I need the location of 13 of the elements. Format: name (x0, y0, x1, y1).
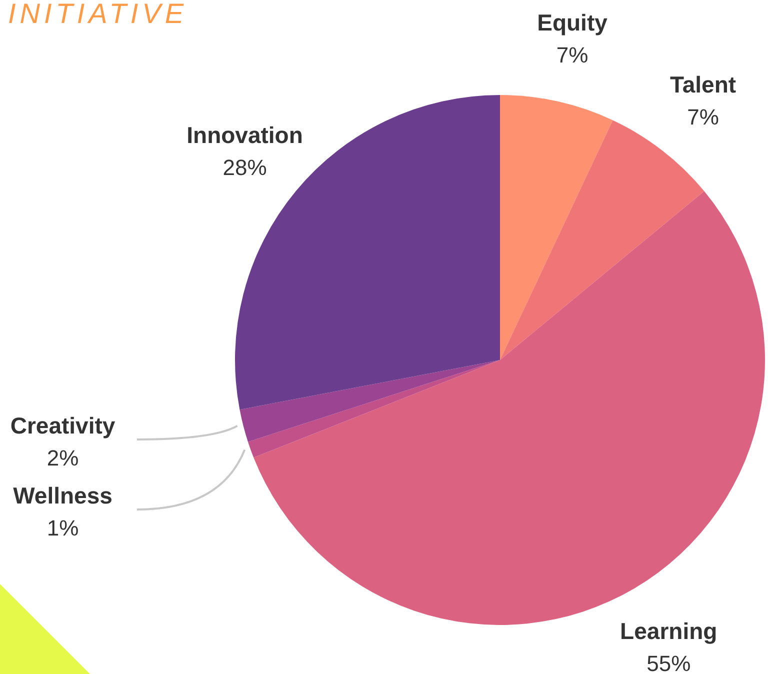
slice-label: Wellness (13, 482, 112, 508)
data-label: 55% (646, 651, 691, 674)
slice-label: Talent (670, 71, 736, 98)
slice-label: Learning (620, 618, 718, 644)
data-label: 1% (46, 516, 79, 540)
data-label: 2% (46, 446, 79, 470)
chart-title: INITIATIVE (8, 0, 188, 29)
data-label: 28% (222, 154, 267, 180)
slice-label: Innovation (186, 122, 303, 148)
slice-label: Creativity (10, 412, 116, 438)
slice-label: Equity (537, 10, 608, 36)
data-label: 7% (556, 42, 588, 68)
data-label: 7% (687, 104, 719, 130)
